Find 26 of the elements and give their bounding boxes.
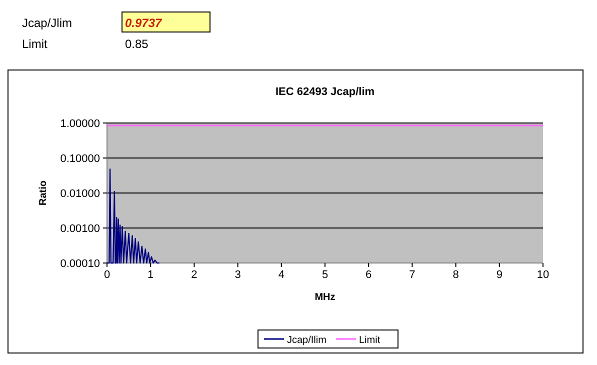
y-tick-label: 0.10000 <box>60 152 100 165</box>
legend-label: Jcap/Ilim <box>287 335 326 346</box>
text: 0.85 <box>125 37 149 51</box>
x-tick-label: 3 <box>234 269 241 281</box>
x-tick-label: 8 <box>452 269 459 281</box>
x-tick-label: 10 <box>536 269 550 281</box>
line-series <box>106 168 160 264</box>
y-axis-title: Ratio <box>38 180 49 206</box>
text: 0.9737 <box>125 16 164 30</box>
y-tick-label: 1.00000 <box>60 118 100 130</box>
x-tick-label: 7 <box>409 269 416 281</box>
x-tick-label: 6 <box>366 269 372 281</box>
x-axis-title: MHz <box>314 292 336 303</box>
text: Limit <box>22 37 48 51</box>
legend-label: Limit <box>359 335 380 346</box>
y-tick-label: 0.01000 <box>60 188 100 200</box>
y-tick-label: 0.00100 <box>60 222 100 235</box>
x-tick-label: 0 <box>104 269 110 281</box>
y-tick-label: 0.00010 <box>60 258 100 270</box>
chart-title: IEC 62493 Jcap/lim <box>275 86 375 98</box>
x-tick-label: 5 <box>322 269 328 281</box>
text: Jcap/Jlim <box>22 16 72 30</box>
x-tick-label: 2 <box>191 269 198 281</box>
x-tick-label: 9 <box>496 269 502 281</box>
x-tick-label: 4 <box>278 269 284 281</box>
x-tick-label: 1 <box>148 269 154 281</box>
